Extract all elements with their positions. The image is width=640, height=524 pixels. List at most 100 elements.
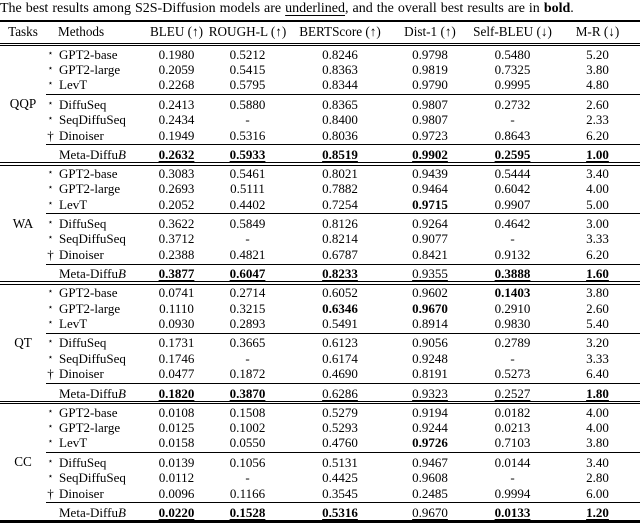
metric-cell: 0.9907 [470, 197, 555, 212]
metric-value: 0.5849 [229, 216, 266, 232]
metric-cell: 6.00 [555, 486, 640, 501]
mid-rule [46, 332, 640, 334]
method-cell: Meta-Diffu B [46, 266, 148, 281]
column-header-5: Dist-1 (↑) [404, 24, 456, 40]
table-row: ⋆ LevT 0.0930 0.2893 0.5491 0.8914 0.9830 5.40 [46, 316, 640, 331]
metric-value: 0.0108 [158, 404, 195, 420]
table-row: ⋆ SeqDiffuSeq 0.2434 - 0.8400 0.9807 - 2.33 [46, 112, 640, 127]
metric-cell: 0.4402 [205, 197, 290, 212]
metric-cell: 0.3083 [148, 166, 205, 181]
metric-value: 0.9244 [412, 419, 448, 435]
method-name: Dinoiser [59, 485, 104, 501]
metric-cell: 0.2714 [205, 285, 290, 300]
metric-value: 0.1110 [159, 300, 194, 316]
metric-value: 0.8214 [322, 231, 358, 247]
metric-value: 0.9439 [412, 165, 448, 181]
method-name: DiffuSeq [59, 454, 107, 470]
metric-value: 0.8344 [322, 77, 358, 93]
method-cell: ⋆ DiffuSeq [46, 455, 148, 470]
metric-value: 0.9194 [412, 404, 448, 420]
metric-cell: 0.1110 [148, 301, 205, 316]
table-row: ⋆ GPT2-large 0.2693 0.5111 0.7882 0.9464 0.604… [46, 181, 640, 196]
section-QT: QT ⋆ GPT2-base 0.0741 0.2714 0.6052 0.9602 0.14… [0, 285, 640, 401]
metric-value: 0.1820 [158, 385, 195, 401]
metric-cell: 0.1002 [205, 420, 290, 435]
metric-cell: 0.0930 [148, 316, 205, 331]
caption-text-2: , and the overall best results are in [345, 1, 544, 16]
table-row: ⋆ SeqDiffuSeq 0.1746 - 0.6174 0.9248 - 3.33 [46, 351, 640, 366]
star-marker-icon: ⋆ [47, 98, 54, 109]
metric-cell: 0.2268 [148, 77, 205, 92]
method-cell: ⋆ GPT2-base [46, 285, 148, 300]
metric-value: 0.9132 [494, 246, 531, 262]
metric-value: 2.80 [586, 470, 609, 486]
metric-cell: 0.0741 [148, 285, 205, 300]
metric-cell: 0.9723 [390, 128, 470, 143]
metric-value: 0.6787 [322, 246, 358, 262]
method-cell: Meta-Diffu B [46, 386, 148, 401]
metric-cell: - [470, 231, 555, 246]
metric-cell: 1.00 [555, 147, 640, 162]
metric-value: 4.00 [586, 419, 609, 435]
metric-value: 3.40 [586, 165, 609, 181]
metric-cell: 0.9715 [390, 197, 470, 212]
metric-cell: 0.2693 [148, 181, 205, 196]
metric-value: 0.4821 [229, 246, 266, 262]
metric-value: 0.9819 [412, 61, 448, 77]
metric-cell: 2.60 [555, 301, 640, 316]
metric-cell: 3.33 [555, 351, 640, 366]
metric-value: 0.8421 [412, 246, 448, 262]
table-row: ⋆ DiffuSeq 0.3622 0.5849 0.8126 0.9264 0.4642 3… [46, 216, 640, 231]
metric-cell: 5.20 [555, 47, 640, 62]
column-header-3: ROUGH-L (↑) [208, 24, 287, 40]
table-row: Meta-Diffu B 0.2632 0.5933 0.8519 0.9902 0.259… [46, 147, 640, 162]
metric-value: 3.33 [586, 231, 609, 247]
metric-cell: 0.8519 [290, 147, 390, 162]
metric-value: 0.6174 [322, 350, 358, 366]
metric-value: 0.9056 [412, 335, 448, 351]
metric-value: 4.80 [586, 77, 609, 93]
metric-cell: 0.6052 [290, 285, 390, 300]
metric-cell: 0.7325 [470, 62, 555, 77]
task-label: WA [12, 215, 34, 231]
metric-value: 1.60 [586, 266, 609, 282]
metric-cell: 3.00 [555, 216, 640, 231]
table-row: ⋆ DiffuSeq 0.2413 0.5880 0.8365 0.9807 0.2732 2… [46, 97, 640, 112]
metric-cell: 6.40 [555, 366, 640, 381]
metric-cell: 0.2059 [148, 62, 205, 77]
method-cell: ⋆ SeqDiffuSeq [46, 112, 148, 127]
metric-value: 6.00 [586, 485, 609, 501]
section-body: ⋆ GPT2-base 0.0741 0.2714 0.6052 0.9602 0.1403… [46, 285, 640, 401]
metric-value: 0.2714 [229, 285, 266, 301]
metric-value: 0.8246 [322, 46, 358, 62]
method-name: Meta-Diffu [59, 385, 118, 401]
metric-value: 0.9723 [412, 127, 448, 143]
method-name: Meta-Diffu [59, 146, 118, 162]
metric-cell: 0.0125 [148, 420, 205, 435]
metric-value: 0.5415 [229, 61, 266, 77]
metric-cell: 0.4690 [290, 366, 390, 381]
metric-cell: 3.20 [555, 335, 640, 350]
metric-value: 2.60 [586, 300, 609, 316]
metric-value: 5.20 [586, 46, 609, 62]
metric-value: 0.2527 [494, 385, 531, 401]
metric-value: 0.0182 [494, 404, 531, 420]
star-marker-icon: ⋆ [47, 287, 54, 298]
metric-cell: 0.9077 [390, 231, 470, 246]
method-cell: ⋆ DiffuSeq [46, 97, 148, 112]
metric-cell: 0.9807 [390, 97, 470, 112]
metric-cell: 0.9608 [390, 470, 470, 485]
caption-text-3: . [570, 1, 574, 16]
metric-cell: 1.20 [555, 505, 640, 520]
metric-cell: 0.0477 [148, 366, 205, 381]
metric-cell: 3.33 [555, 231, 640, 246]
metric-value: 6.40 [586, 366, 609, 382]
metric-value: 0.2632 [158, 146, 195, 162]
table-row: ⋆ DiffuSeq 0.0139 0.1056 0.5131 0.9467 0.0144 3… [46, 455, 640, 470]
metric-value: 0.0550 [229, 435, 266, 451]
method-name: GPT2-large [59, 300, 121, 316]
table-row: ⋆ GPT2-large 0.0125 0.1002 0.5293 0.9244 0.021… [46, 420, 640, 435]
metric-cell: 0.0182 [470, 405, 555, 420]
metric-value: 0.5316 [322, 504, 358, 520]
method-name: GPT2-large [59, 61, 121, 77]
